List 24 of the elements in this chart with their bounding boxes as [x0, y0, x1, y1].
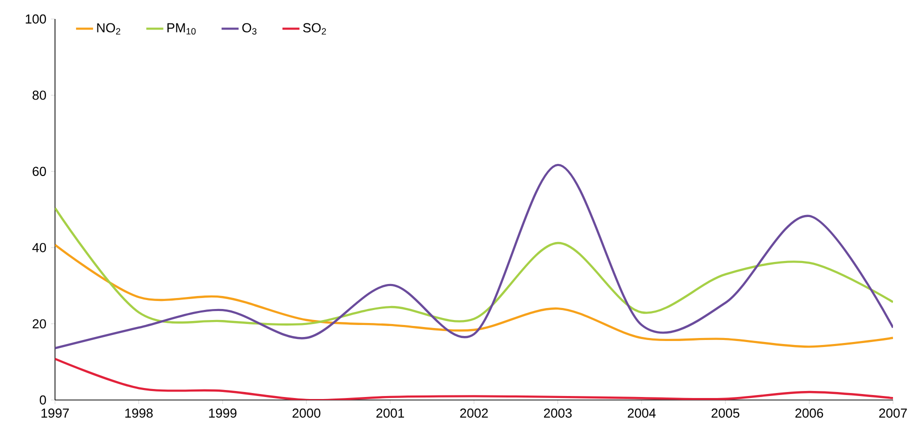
x-tick-label: 2006: [795, 408, 824, 418]
x-tick-label: 2001: [376, 408, 404, 418]
line-series: [55, 164, 894, 350]
y-tick-label: 60: [32, 166, 46, 176]
legend-label: PM$_{10}$: [167, 23, 196, 35]
line-series: [55, 244, 894, 348]
x-tick-label: 2007: [879, 408, 907, 418]
y-tick-label: 80: [32, 90, 46, 100]
x-tick-label: 1997: [42, 408, 69, 418]
legend-label: NO$_{2}$: [97, 23, 120, 34]
y-tick-label: 100: [26, 14, 46, 24]
line-series: [55, 206, 894, 326]
y-tick-label: 20: [32, 319, 46, 328]
x-tick-label: 2000: [292, 408, 320, 418]
x-tick-label: 2004: [628, 408, 656, 418]
x-tick-label: 2003: [544, 408, 572, 418]
legend-label: O$_{3}$: [242, 23, 256, 35]
legend-label: SO$_{2}$: [303, 23, 326, 34]
x-tick-label: 2002: [460, 408, 488, 418]
x-tick-label: 1999: [209, 408, 236, 418]
x-tick-label: 2005: [712, 408, 740, 418]
x-tick-label: 1998: [125, 408, 153, 418]
y-tick-label: 0: [40, 395, 46, 405]
y-tick-label: 40: [32, 242, 46, 252]
